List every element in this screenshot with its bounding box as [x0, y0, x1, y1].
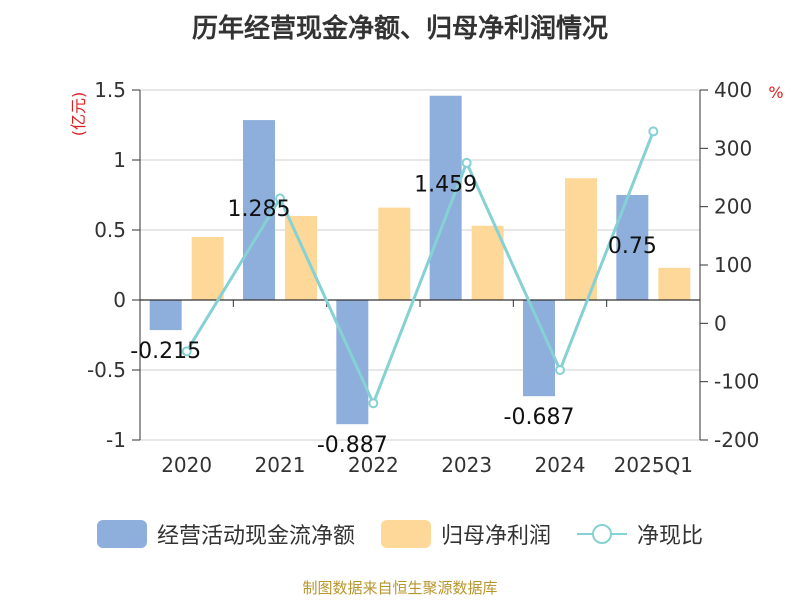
- line-point-cash-ratio: [181, 346, 192, 357]
- legend-swatch-net-profit: [380, 520, 431, 548]
- right-axis-tick-label: 400: [714, 78, 752, 102]
- x-axis-category-label: 2022: [348, 453, 399, 477]
- line-point-cash-ratio: [648, 126, 659, 137]
- x-axis-category-label: 2024: [535, 453, 586, 477]
- legend-item-net-profit[interactable]: 归母净利润: [380, 518, 551, 550]
- line-point-cash-ratio: [555, 365, 565, 375]
- right-axis-tick-label: -200: [714, 428, 759, 452]
- bar-net-profit: [378, 207, 411, 300]
- right-axis-tick-label: 200: [714, 195, 752, 219]
- legend: 经营活动现金流净额 归母净利润 净现比: [0, 516, 800, 552]
- left-axis-tick-label: -0.5: [87, 358, 126, 382]
- data-label-operating-cash-flow: -0.215: [130, 339, 201, 364]
- data-label-operating-cash-flow: -0.887: [317, 433, 388, 458]
- right-axis-tick-label: 300: [714, 136, 752, 160]
- data-label-operating-cash-flow: 1.459: [414, 173, 477, 198]
- bar-net-profit: [191, 237, 224, 300]
- x-axis-category-label: 2023: [441, 453, 492, 477]
- legend-swatch-operating-cash-flow: [96, 520, 147, 548]
- bar-net-profit: [471, 225, 504, 300]
- left-axis-tick-label: 0.5: [94, 218, 126, 242]
- bar-operating-cash-flow: [429, 95, 462, 301]
- x-axis-category-label: 2025Q1: [614, 453, 693, 477]
- data-label-operating-cash-flow: -0.687: [504, 405, 575, 430]
- right-axis-tick-label: -100: [714, 370, 759, 394]
- bar-net-profit: [565, 178, 597, 300]
- right-axis-tick-label: 0: [714, 311, 727, 335]
- legend-swatch-cash-ratio: [577, 520, 627, 548]
- line-point-cash-ratio: [368, 398, 379, 409]
- legend-item-cash-ratio[interactable]: 净现比: [577, 518, 703, 550]
- left-axis-tick-label: 0: [113, 288, 126, 312]
- data-label-operating-cash-flow: 1.285: [228, 197, 291, 222]
- right-axis-unit-label: %: [768, 83, 783, 102]
- x-axis-category-label: 2020: [161, 453, 212, 477]
- legend-label-cash-ratio: 净现比: [637, 524, 704, 549]
- line-point-cash-ratio: [461, 157, 472, 168]
- right-axis-tick-label: 100: [714, 253, 752, 277]
- data-source-note: 制图数据来自恒生聚源数据库: [302, 579, 498, 597]
- left-axis-unit-label: (亿元): [69, 92, 88, 137]
- left-axis-tick-label: -1: [106, 428, 126, 452]
- chart-title: 历年经营现金净额、归母净利润情况: [191, 14, 608, 44]
- line-point-cash-ratio: [275, 193, 285, 204]
- data-label-operating-cash-flow: 0.75: [608, 234, 657, 259]
- left-axis-tick-label: 1: [113, 148, 126, 172]
- legend-label-net-profit: 归母净利润: [440, 524, 551, 549]
- bar-operating-cash-flow: [149, 300, 182, 331]
- x-axis-category-label: 2021: [255, 453, 306, 477]
- left-axis-tick-label: 1.5: [94, 78, 126, 102]
- legend-item-operating-cash-flow[interactable]: 经营活动现金流净额: [96, 518, 355, 550]
- bar-net-profit: [658, 267, 691, 300]
- bar-net-profit: [285, 216, 317, 300]
- chart-plot: 1.5 1 0.5 0 -0.5 -1 400 300 200 100 0 -100 -200 (亿元)%…: [69, 78, 784, 477]
- line-cash-ratio: [185, 130, 655, 408]
- bar-operating-cash-flow: [243, 120, 275, 300]
- legend-label-operating-cash-flow: 经营活动现金流净额: [156, 524, 355, 549]
- bar-operating-cash-flow: [336, 300, 369, 425]
